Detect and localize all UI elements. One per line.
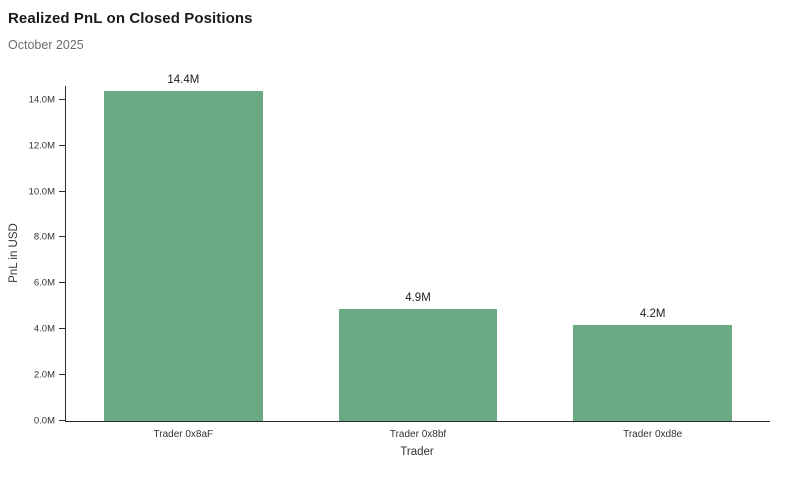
- y-tick-mark: [59, 328, 65, 330]
- y-tick-label: 6.0M: [33, 277, 55, 289]
- y-tick-label: 12.0M: [28, 140, 55, 152]
- y-tick-mark: [59, 420, 65, 421]
- x-tick-label: Trader 0xd8e: [623, 429, 683, 440]
- bar: [104, 90, 263, 421]
- chart-title: Realized PnL on Closed Positions: [8, 10, 253, 27]
- bar-value-label: 14.4M: [167, 73, 200, 86]
- chart-subtitle: October 2025: [8, 38, 84, 52]
- y-tick-label: 0.0M: [33, 415, 55, 427]
- y-tick-mark: [59, 144, 65, 146]
- y-tick-label: 2.0M: [33, 369, 55, 381]
- bar-value-label: 4.9M: [405, 291, 431, 304]
- bar: [338, 308, 498, 421]
- y-tick-mark: [59, 374, 65, 376]
- y-tick-label: 8.0M: [33, 231, 55, 243]
- plot-area: 0.0M 2.0M 4.0M 6.0M 8.0M 10.0M 12.0M 14.0M 14.4M…: [29, 74, 770, 440]
- y-tick-mark: [59, 282, 65, 284]
- y-tick-mark: [59, 98, 65, 100]
- y-tick-label: 10.0M: [28, 186, 55, 198]
- y-tick-mark: [59, 190, 65, 192]
- y-tick-mark: [59, 236, 65, 238]
- x-axis-label: Trader: [400, 446, 434, 458]
- y-tick-label: 4.0M: [33, 323, 55, 335]
- x-tick-label: Trader 0x8bf: [389, 429, 447, 440]
- x-tick-label: Trader 0x8aF: [153, 429, 214, 440]
- y-axis-label: PnL in USD: [8, 223, 20, 283]
- bar: [573, 324, 732, 421]
- y-tick-label: 14.0M: [28, 94, 55, 106]
- bar-value-label: 4.2M: [639, 307, 666, 320]
